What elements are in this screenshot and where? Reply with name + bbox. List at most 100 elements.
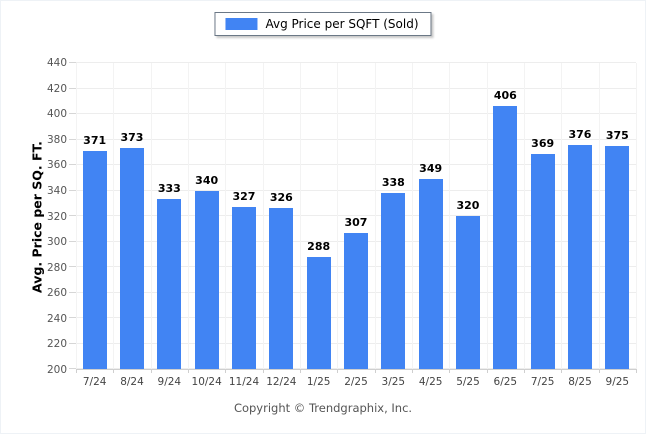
y-tick-label: 440	[46, 57, 67, 69]
bar	[343, 232, 368, 369]
x-tick-label: 8/25	[568, 376, 592, 388]
y-tick-label: 360	[46, 159, 67, 172]
v-gridline	[113, 63, 115, 369]
y-tick-label: 260	[46, 287, 67, 300]
bar-value-label: 369	[531, 136, 555, 150]
y-tick-label: 340	[46, 184, 67, 197]
v-gridline	[524, 63, 525, 369]
v-gridline	[636, 63, 637, 369]
x-tick	[486, 369, 488, 373]
x-tick	[150, 369, 152, 373]
bar-column: 327	[225, 63, 262, 369]
bar-column: 326	[263, 63, 300, 369]
x-tick	[262, 369, 264, 373]
bar-column: 369	[524, 63, 561, 369]
bar	[306, 256, 331, 369]
x-tick	[188, 369, 189, 373]
bar	[82, 150, 107, 369]
bar	[530, 153, 555, 369]
bar-column: 307	[337, 63, 374, 369]
x-tick-label: 10/24	[191, 376, 222, 388]
y-tick	[69, 215, 76, 216]
x-tick	[113, 369, 115, 373]
bar-value-label: 375	[605, 128, 629, 142]
bar	[455, 216, 480, 369]
x-tick-label: 1/25	[306, 376, 331, 388]
bar	[269, 208, 294, 369]
v-gridline	[337, 63, 339, 369]
y-tick	[69, 266, 76, 267]
x-tick-label: 4/25	[418, 376, 443, 388]
y-tick-label: 380	[46, 133, 67, 146]
x-tick	[225, 369, 227, 373]
bar	[418, 179, 443, 369]
x-tick	[598, 369, 600, 373]
bar-column: 373	[113, 63, 150, 369]
plot-area: 371 373 333 340 327 326 288 307 338 349 320 406 369 3…	[69, 62, 637, 373]
x-axis-labels: 7/24 8/24 9/24 10/24 11/24 12/24 1/25 2/25 3/25 4…	[76, 376, 636, 392]
bar-column: 349	[412, 63, 449, 369]
bar-column: 320	[449, 63, 486, 369]
legend-label: Avg Price per SQFT (Sold)	[265, 17, 419, 31]
y-tick	[69, 113, 76, 114]
x-tick-label: 7/25	[530, 376, 555, 388]
v-gridline	[486, 63, 488, 369]
y-tick-label: 220	[46, 338, 67, 351]
y-tick	[69, 62, 76, 63]
v-gridline	[598, 63, 600, 369]
bar-column: 406	[487, 63, 524, 369]
y-tick	[69, 189, 76, 191]
h-gridline	[76, 62, 636, 63]
bar-value-label: 338	[381, 176, 405, 190]
y-tick	[69, 87, 76, 89]
bar-value-label: 327	[232, 190, 256, 204]
x-tick	[561, 369, 563, 373]
v-gridline	[150, 63, 152, 369]
y-tick-label: 420	[46, 82, 67, 95]
bar-value-label: 288	[307, 239, 331, 253]
bar	[567, 144, 592, 369]
y-axis-labels: 200 220 240 260 280 300 320 340 360 380 400 420 440	[1, 57, 67, 376]
v-gridline	[412, 63, 413, 369]
y-tick	[69, 342, 76, 344]
h-gridline	[76, 164, 636, 165]
bar	[119, 148, 144, 369]
bar	[493, 106, 518, 369]
x-tick	[337, 369, 339, 373]
y-tick-label: 280	[46, 261, 67, 274]
bar-value-label: 376	[568, 127, 592, 141]
y-tick	[69, 291, 76, 293]
h-gridline	[76, 87, 636, 89]
bar-value-label: 320	[456, 199, 480, 212]
bar	[194, 190, 219, 369]
bar-value-label: 333	[157, 182, 181, 196]
x-tick	[412, 369, 413, 373]
y-tick-label: 300	[46, 236, 67, 249]
x-tick-label: 12/24	[266, 376, 297, 388]
x-tick-label: 11/24	[228, 376, 260, 388]
bar-value-label: 373	[120, 131, 144, 145]
v-gridline	[374, 63, 376, 369]
bar-value-label: 349	[419, 162, 443, 176]
x-tick	[374, 369, 376, 373]
h-gridline	[76, 189, 636, 191]
y-tick-label: 320	[46, 210, 67, 223]
bar-column: 375	[599, 63, 636, 369]
v-gridline	[76, 63, 77, 369]
h-gridline	[76, 138, 636, 140]
y-tick	[69, 164, 76, 165]
x-tick	[449, 369, 451, 373]
bar-value-label: 406	[493, 89, 517, 103]
x-tick	[300, 369, 301, 373]
bar-column: 333	[151, 63, 188, 369]
bar	[605, 145, 630, 369]
bar-value-label: 326	[269, 191, 293, 205]
y-tick-label: 400	[46, 108, 67, 121]
bar-value-label: 371	[83, 133, 107, 147]
y-tick	[69, 240, 76, 242]
v-gridline	[561, 63, 563, 369]
h-gridline	[76, 113, 636, 114]
y-tick-label: 240	[46, 312, 67, 325]
v-gridline	[449, 63, 451, 369]
